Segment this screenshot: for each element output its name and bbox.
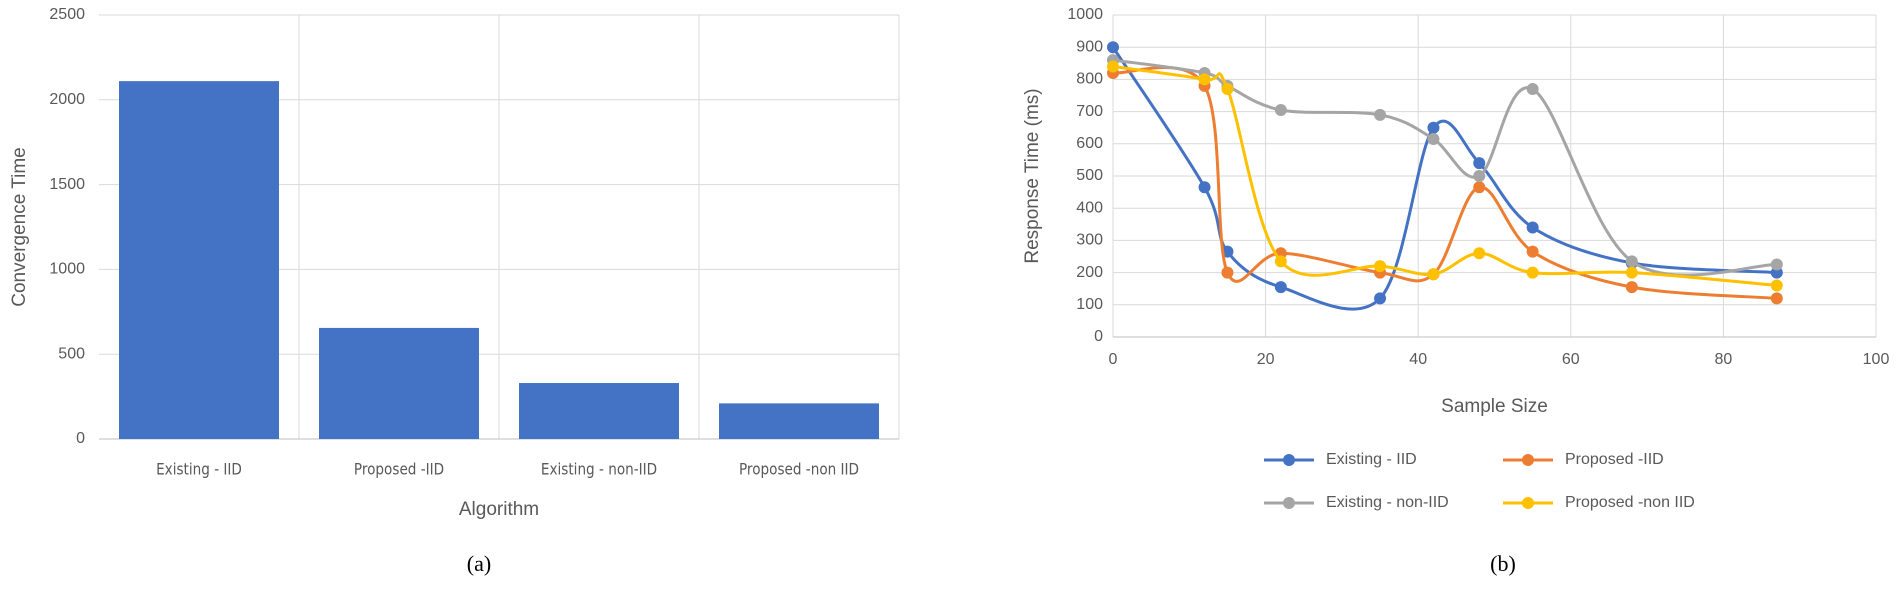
x-axis-title: Sample Size <box>1441 396 1548 417</box>
point <box>1274 281 1287 294</box>
point <box>1107 41 1119 54</box>
point <box>1526 266 1539 279</box>
y-tick-label: 0 <box>76 430 85 447</box>
point <box>1221 266 1234 279</box>
point <box>1625 266 1638 279</box>
caption: (a) <box>467 551 491 576</box>
x-axis-title: Algorithm <box>459 499 539 520</box>
point <box>1473 170 1486 182</box>
caption: (b) <box>1490 551 1516 576</box>
series-line <box>1112 65 1777 287</box>
x-tick-label: Existing - IID <box>156 460 242 478</box>
point <box>1427 132 1440 145</box>
y-tick-label: 900 <box>1076 38 1103 55</box>
legend-marker <box>1522 454 1534 466</box>
point <box>1526 83 1539 96</box>
series-line <box>1111 46 1777 311</box>
y-tick-label: 600 <box>1076 135 1103 152</box>
y-tick-label: 1000 <box>1067 6 1103 23</box>
x-tick-label: 20 <box>1257 351 1275 368</box>
x-tick-label: Proposed -non IID <box>739 460 859 478</box>
y-tick-label: 1000 <box>49 261 85 278</box>
y-tick-label: 300 <box>1076 232 1103 249</box>
point <box>1374 108 1387 121</box>
point <box>1473 181 1486 194</box>
x-tick-label: 0 <box>1109 351 1118 368</box>
legend-marker <box>1283 497 1295 509</box>
point <box>1770 258 1783 271</box>
point <box>1625 255 1638 268</box>
y-tick-label: 700 <box>1076 103 1103 120</box>
y-tick-label: 2500 <box>49 6 85 23</box>
y-tick-label: 200 <box>1076 264 1103 281</box>
point <box>1625 281 1638 294</box>
legend-label: Existing - non-IID <box>1326 494 1449 511</box>
x-tick-label: Proposed -IID <box>354 460 444 478</box>
bar <box>519 383 679 439</box>
y-tick-label: 800 <box>1076 71 1103 88</box>
point <box>1274 103 1287 116</box>
series-line <box>1112 58 1777 277</box>
y-tick-label: 0 <box>1094 328 1103 345</box>
point <box>1473 157 1486 170</box>
x-tick-label: 40 <box>1409 351 1427 368</box>
legend-label: Proposed -IID <box>1565 451 1664 468</box>
y-axis-title: Convergence Time <box>9 147 30 306</box>
x-tick-label: 100 <box>1863 351 1890 368</box>
point <box>1107 60 1119 73</box>
point <box>1526 245 1539 258</box>
y-tick-label: 1500 <box>49 176 85 193</box>
point <box>1427 268 1440 281</box>
legend-label: Existing - IID <box>1326 451 1417 468</box>
point <box>1374 292 1387 305</box>
point <box>1427 121 1440 134</box>
bar <box>719 403 879 439</box>
point <box>1473 247 1486 260</box>
point <box>1198 73 1211 86</box>
y-tick-label: 400 <box>1076 199 1103 216</box>
point <box>1526 221 1539 234</box>
legend-label: Proposed -non IID <box>1565 494 1695 511</box>
x-tick-label: 80 <box>1715 351 1733 368</box>
point <box>1770 279 1783 292</box>
legend-marker <box>1522 497 1534 509</box>
x-tick-label: 60 <box>1562 351 1580 368</box>
y-tick-label: 100 <box>1076 296 1103 313</box>
point <box>1221 83 1234 96</box>
x-tick-label: Existing - non-IID <box>541 460 657 478</box>
point <box>1198 181 1211 194</box>
y-tick-label: 500 <box>1076 167 1103 184</box>
bar <box>119 81 279 440</box>
y-axis-title: Response Time (ms) <box>1022 88 1043 263</box>
series-line <box>1112 66 1777 300</box>
y-tick-label: 2000 <box>49 91 85 108</box>
point <box>1274 255 1287 268</box>
bar <box>319 327 479 439</box>
point <box>1770 292 1783 305</box>
point <box>1374 260 1387 273</box>
legend-marker <box>1283 454 1295 466</box>
y-tick-label: 500 <box>58 345 85 362</box>
